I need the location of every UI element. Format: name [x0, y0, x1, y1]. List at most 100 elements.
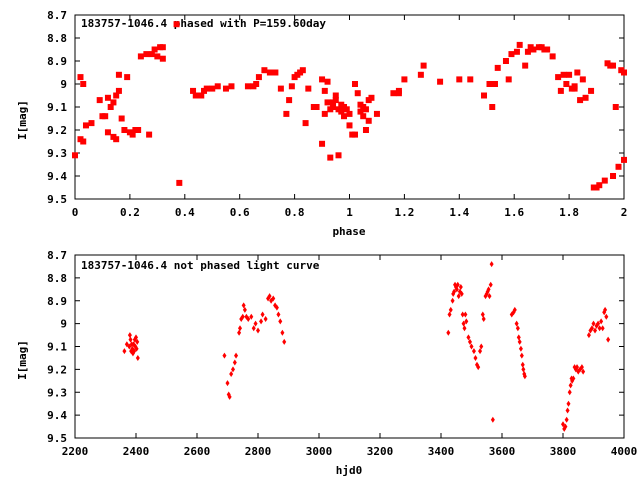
unphased-data-point: [481, 316, 486, 323]
phased-data-point: [579, 76, 586, 83]
unphased-data-point: [267, 293, 272, 300]
unphased-data-point: [454, 286, 459, 293]
unphased-data-point: [237, 329, 242, 336]
phased-data-point: [481, 92, 488, 99]
unphased-data-point: [122, 348, 127, 355]
unphased-data-point: [589, 325, 594, 332]
unphased-x-tick-label: 2400: [123, 445, 150, 458]
phased-data-point: [332, 97, 339, 104]
phased-data-point: [137, 53, 144, 60]
phased-data-point: [335, 152, 342, 159]
phased-data-point: [77, 74, 84, 81]
phased-data-point: [154, 53, 161, 60]
unphased-x-tick-label: 2200: [62, 445, 89, 458]
phased-data-point: [346, 110, 353, 117]
phased-data-point: [319, 76, 326, 83]
phased-x-tick-label: 0.2: [120, 206, 140, 219]
phased-data-point: [417, 71, 424, 78]
phased-data-point: [124, 74, 131, 81]
unphased-data-point: [229, 370, 234, 377]
unphased-data-point: [586, 332, 591, 339]
phased-data-point: [151, 46, 158, 53]
phased-data-point: [351, 131, 358, 138]
unphased-data-point: [514, 320, 519, 327]
phased-data-point: [467, 76, 474, 83]
phased-x-axis-label: phase: [332, 225, 365, 238]
phased-data-point: [113, 136, 120, 143]
phased-data-point: [486, 81, 493, 87]
phased-data-point: [113, 92, 120, 99]
phased-data-point: [530, 46, 537, 53]
unphased-data-point: [234, 352, 239, 359]
unphased-light-curve-panel: 183757-1046.4 not phased light curve I[m…: [16, 249, 637, 477]
phased-data-point: [283, 110, 290, 117]
unphased-data-point: [458, 284, 463, 291]
unphased-data-point: [127, 332, 132, 339]
unphased-data-point: [447, 311, 452, 318]
phased-data-point: [522, 62, 529, 69]
phased-x-tick-label: 0: [72, 206, 79, 219]
phased-data-point: [277, 85, 284, 92]
phased-y-tick-label: 9.5: [47, 193, 67, 206]
unphased-data-point: [135, 354, 140, 361]
unphased-data-point: [519, 352, 524, 359]
phased-data-point: [621, 69, 627, 76]
phased-data-points: [72, 21, 627, 191]
phased-data-point: [313, 104, 320, 110]
phased-data-point: [555, 74, 562, 81]
unphased-data-point: [521, 366, 526, 373]
phased-data-point: [80, 81, 87, 87]
phased-y-tick-label: 9.3: [47, 147, 67, 160]
unphased-data-point: [480, 311, 485, 318]
phased-data-point: [266, 69, 273, 76]
phased-data-point: [505, 76, 512, 83]
unphased-plot-frame: [74, 254, 625, 439]
phased-data-point: [610, 173, 617, 179]
phased-data-point: [305, 85, 312, 92]
unphased-data-point: [446, 329, 451, 336]
unphased-x-tick-label: 4000: [611, 445, 638, 458]
unphased-data-point: [520, 361, 525, 368]
phased-data-point: [351, 81, 358, 87]
phased-data-point: [330, 104, 337, 110]
unphased-data-point: [456, 293, 461, 300]
unphased-data-point: [597, 325, 602, 332]
phased-x-tick-label: 0.4: [175, 206, 195, 219]
phased-data-point: [420, 62, 427, 69]
phased-y-tick-label: 9.1: [47, 101, 67, 114]
phased-data-point: [362, 106, 369, 113]
phased-x-tick-label: 1.6: [504, 206, 524, 219]
phased-data-point: [365, 117, 372, 124]
phased-data-point: [104, 94, 111, 101]
phased-data-point: [343, 106, 350, 113]
phased-data-point: [357, 108, 364, 115]
unphased-data-point: [596, 320, 601, 327]
phased-data-point: [373, 110, 380, 117]
phased-data-point: [228, 83, 235, 90]
phased-data-point: [82, 122, 89, 129]
phased-light-curve-panel: 183757-1046.4 phased with P=159.60day I[…: [16, 9, 627, 238]
unphased-data-points: [122, 261, 611, 432]
phased-data-point: [354, 90, 361, 97]
phased-data-point: [129, 131, 136, 138]
phased-data-point: [571, 83, 578, 90]
unphased-data-point: [246, 316, 251, 323]
phased-data-point: [214, 83, 221, 90]
phased-data-point: [104, 129, 111, 136]
unphased-data-point: [476, 364, 481, 371]
unphased-data-point: [467, 338, 472, 345]
unphased-data-point: [241, 302, 246, 309]
unphased-data-point: [263, 316, 268, 323]
unphased-data-point: [135, 338, 140, 345]
phased-data-point: [332, 92, 339, 99]
unphased-data-point: [486, 286, 491, 293]
phased-data-point: [319, 140, 326, 147]
phased-data-point: [502, 58, 509, 64]
phased-data-point: [390, 90, 397, 97]
unphased-data-point: [517, 338, 522, 345]
phased-data-point: [244, 83, 251, 90]
phased-x-tick-label: 0.8: [285, 206, 305, 219]
unphased-data-point: [464, 318, 469, 325]
unphased-data-point: [278, 318, 283, 325]
unphased-x-tick-label: 3800: [550, 445, 577, 458]
